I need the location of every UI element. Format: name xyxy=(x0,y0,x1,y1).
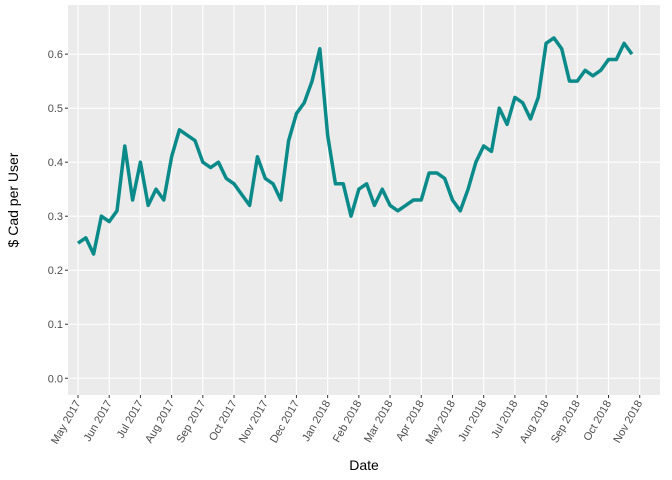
y-tick-label: 0.2 xyxy=(48,265,63,277)
x-tick-label: Apr 2018 xyxy=(394,399,427,444)
x-tick-label: Nov 2017 xyxy=(237,399,271,446)
x-tick-label: Feb 2018 xyxy=(331,399,365,445)
x-tick-label: Jun 2017 xyxy=(82,399,115,444)
x-tick-label: Nov 2018 xyxy=(611,399,645,446)
panel xyxy=(68,5,660,395)
x-tick-label: Dec 2017 xyxy=(268,399,302,446)
y-tick-label: 0.3 xyxy=(48,211,63,223)
x-tick-label: Jun 2018 xyxy=(456,399,489,444)
x-tick-label: Sep 2018 xyxy=(549,399,583,446)
y-tick-label: 0.4 xyxy=(48,157,63,169)
x-tick-label: Mar 2018 xyxy=(362,399,396,445)
x-tick-label: Oct 2017 xyxy=(207,399,240,444)
x-axis-title: Date xyxy=(349,457,379,473)
y-tick-label: 0.5 xyxy=(48,103,63,115)
x-tick-label: Jan 2018 xyxy=(300,399,333,444)
x-tick-label: Jul 2018 xyxy=(489,399,520,441)
x-tick-label: Sep 2017 xyxy=(174,399,208,446)
line xyxy=(76,36,634,256)
x-tick-label: Aug 2017 xyxy=(143,399,177,446)
y-tick-label: 0.0 xyxy=(48,373,63,385)
x-tick-label: Aug 2018 xyxy=(518,399,552,446)
y-axis-title: $ Cad per User xyxy=(5,152,21,247)
x-tick-label: May 2018 xyxy=(424,399,459,447)
x-tick-label: May 2017 xyxy=(49,399,84,447)
y-tick-label: 0.6 xyxy=(48,49,63,61)
y-tick-label: 0.1 xyxy=(48,319,63,331)
x-tick-label: Oct 2018 xyxy=(581,399,614,444)
x-tick-label: Jul 2017 xyxy=(115,399,146,441)
